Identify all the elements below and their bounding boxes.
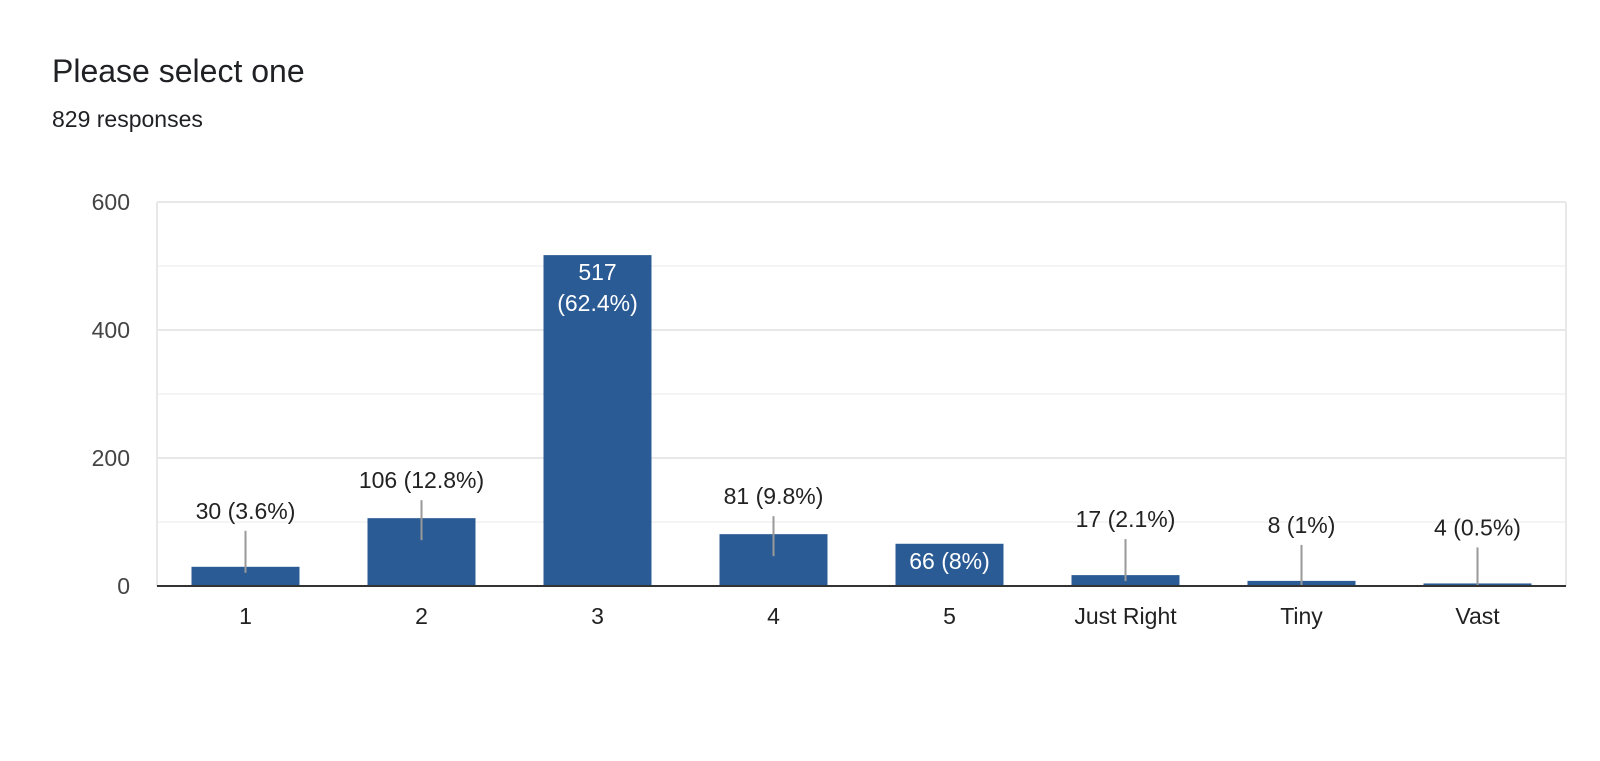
bar-data-label: 517 (62.4%) — [557, 259, 638, 316]
bar-data-label: 8 (1%) — [1268, 512, 1336, 538]
x-category-label: 1 — [239, 603, 252, 629]
x-category-label: 5 — [943, 603, 956, 629]
bar-data-label: 106 (12.8%) — [359, 467, 484, 493]
x-category-label: 2 — [415, 603, 428, 629]
bar — [543, 255, 652, 586]
x-category-label: Vast — [1455, 603, 1500, 629]
x-category-label: Just Right — [1074, 603, 1177, 629]
y-tick-label: 400 — [92, 317, 130, 343]
bar — [191, 566, 300, 586]
x-category-label: Tiny — [1280, 603, 1323, 629]
x-category-label: 3 — [591, 603, 604, 629]
bar-data-label: 30 (3.6%) — [196, 498, 296, 524]
bar-data-label: 66 (8%) — [909, 548, 990, 574]
bar-data-label: 4 (0.5%) — [1434, 514, 1521, 540]
response-count: 829 responses — [52, 106, 203, 132]
y-tick-label: 0 — [117, 573, 130, 599]
x-category-label: 4 — [767, 603, 780, 629]
y-tick-label: 200 — [92, 445, 130, 471]
bar-data-label: 17 (2.1%) — [1076, 506, 1176, 532]
y-tick-label: 600 — [92, 189, 130, 215]
chart-title: Please select one — [52, 53, 305, 89]
bar — [895, 543, 1004, 586]
bar-data-label: 81 (9.8%) — [724, 483, 824, 509]
